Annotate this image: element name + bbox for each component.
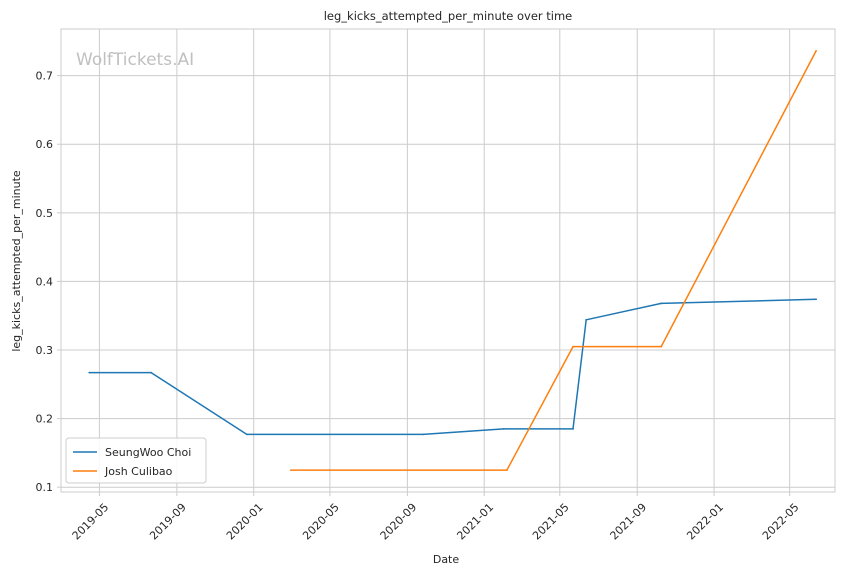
y-tick-label: 0.4	[36, 275, 54, 288]
grid-layer	[61, 29, 835, 492]
data-point-seungwoo-choi	[660, 302, 663, 305]
data-point-seungwoo-choi	[572, 428, 574, 430]
legend-box	[65, 437, 207, 484]
data-point-seungwoo-choi	[150, 371, 153, 374]
data-point-seungwoo-choi	[585, 318, 588, 321]
legend-label-josh-culibao: Josh Culibao	[104, 465, 173, 478]
chart-title: leg_kicks_attempted_per_minute over time	[324, 9, 573, 23]
data-point-seungwoo-choi	[88, 371, 91, 374]
data-point-josh-culibao	[660, 345, 663, 348]
y-tick-label: 0.1	[36, 481, 54, 494]
legend-label-seungwoo-choi: SeungWoo Choi	[105, 446, 191, 459]
y-tick-label: 0.7	[36, 70, 54, 83]
plot-frame	[60, 28, 836, 493]
y-tick-label: 0.6	[36, 138, 54, 151]
data-point-seungwoo-choi	[245, 433, 248, 436]
y-tick-label: 0.5	[36, 207, 54, 220]
data-point-josh-culibao	[815, 50, 817, 52]
y-axis-label: leg_kicks_attempted_per_minute	[10, 170, 23, 352]
data-point-josh-culibao	[506, 469, 508, 471]
data-point-seungwoo-choi	[422, 433, 424, 436]
data-point-seungwoo-choi	[815, 298, 817, 301]
x-axis-label: Date	[433, 553, 460, 566]
series-layer	[88, 50, 817, 471]
data-point-seungwoo-choi	[502, 428, 505, 430]
y-tick-label: 0.2	[36, 413, 54, 426]
data-point-josh-culibao	[290, 469, 292, 471]
data-point-josh-culibao	[572, 345, 574, 348]
watermark-text: WolfTickets.AI	[76, 50, 194, 70]
legend: SeungWoo Choi Josh Culibao	[65, 437, 207, 484]
y-tick-label: 0.3	[36, 344, 54, 357]
